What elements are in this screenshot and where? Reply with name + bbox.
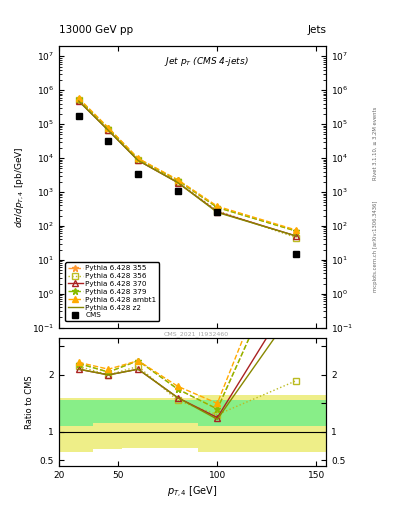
Pythia 6.428 356 xyxy=(136,157,140,163)
Line: Pythia 6.428 ambt1: Pythia 6.428 ambt1 xyxy=(76,95,299,233)
Line: Pythia 6.428 356: Pythia 6.428 356 xyxy=(76,98,299,241)
Pythia 6.428 ambt1 xyxy=(294,227,299,233)
Pythia 6.428 356 xyxy=(175,179,180,185)
Pythia 6.428 379 xyxy=(136,156,140,162)
Pythia 6.428 379 xyxy=(76,96,81,102)
Pythia 6.428 356 xyxy=(76,97,81,103)
Pythia 6.428 356 xyxy=(106,127,111,133)
Pythia 6.428 355 xyxy=(76,96,81,102)
Text: Rivet 3.1.10, ≥ 3.2M events: Rivet 3.1.10, ≥ 3.2M events xyxy=(373,106,378,180)
CMS xyxy=(175,187,180,194)
Y-axis label: Ratio to CMS: Ratio to CMS xyxy=(25,375,34,429)
X-axis label: $p_{T,4}$ [GeV]: $p_{T,4}$ [GeV] xyxy=(167,485,218,500)
Y-axis label: $d\sigma/dp_{T,4}$ [pb/GeV]: $d\sigma/dp_{T,4}$ [pb/GeV] xyxy=(13,146,26,228)
Pythia 6.428 370 xyxy=(294,233,299,239)
Line: CMS: CMS xyxy=(75,113,300,258)
Text: Jets: Jets xyxy=(307,25,326,35)
Pythia 6.428 355 xyxy=(106,125,111,132)
Pythia 6.428 ambt1 xyxy=(76,95,81,101)
Text: 13000 GeV pp: 13000 GeV pp xyxy=(59,25,133,35)
Pythia 6.428 370 xyxy=(136,157,140,163)
Pythia 6.428 379 xyxy=(175,177,180,183)
Pythia 6.428 370 xyxy=(215,209,220,215)
Pythia 6.428 ambt1 xyxy=(215,203,220,209)
Pythia 6.428 z2 xyxy=(175,180,180,186)
Pythia 6.428 z2 xyxy=(136,157,140,163)
Pythia 6.428 z2 xyxy=(294,233,299,239)
Line: Pythia 6.428 355: Pythia 6.428 355 xyxy=(75,96,300,234)
Pythia 6.428 370 xyxy=(175,180,180,186)
CMS xyxy=(76,113,81,119)
Pythia 6.428 z2 xyxy=(215,209,220,216)
Pythia 6.428 370 xyxy=(76,98,81,104)
Pythia 6.428 ambt1 xyxy=(175,177,180,183)
Pythia 6.428 ambt1 xyxy=(136,155,140,161)
Pythia 6.428 z2 xyxy=(76,98,81,104)
Pythia 6.428 370 xyxy=(106,127,111,134)
Pythia 6.428 379 xyxy=(294,228,299,234)
CMS xyxy=(106,138,111,144)
Pythia 6.428 z2 xyxy=(106,127,111,134)
Pythia 6.428 355 xyxy=(294,228,299,234)
CMS xyxy=(215,209,220,216)
Pythia 6.428 379 xyxy=(215,204,220,210)
Line: Pythia 6.428 370: Pythia 6.428 370 xyxy=(76,98,299,239)
Text: mcplots.cern.ch [arXiv:1306.3436]: mcplots.cern.ch [arXiv:1306.3436] xyxy=(373,200,378,291)
CMS xyxy=(136,170,140,177)
Pythia 6.428 ambt1 xyxy=(106,125,111,131)
Text: CMS_2021_I1932460: CMS_2021_I1932460 xyxy=(164,332,229,337)
Pythia 6.428 355 xyxy=(215,204,220,210)
Pythia 6.428 379 xyxy=(106,125,111,132)
CMS xyxy=(294,251,299,257)
Pythia 6.428 355 xyxy=(136,156,140,162)
Pythia 6.428 356 xyxy=(215,208,220,214)
Line: Pythia 6.428 379: Pythia 6.428 379 xyxy=(75,96,300,234)
Line: Pythia 6.428 z2: Pythia 6.428 z2 xyxy=(79,101,296,236)
Pythia 6.428 356 xyxy=(294,234,299,241)
Legend: Pythia 6.428 355, Pythia 6.428 356, Pythia 6.428 370, Pythia 6.428 379, Pythia 6: Pythia 6.428 355, Pythia 6.428 356, Pyth… xyxy=(65,262,160,321)
Pythia 6.428 355 xyxy=(175,177,180,183)
Text: Jet p$_T$ (CMS 4-jets): Jet p$_T$ (CMS 4-jets) xyxy=(163,55,248,68)
